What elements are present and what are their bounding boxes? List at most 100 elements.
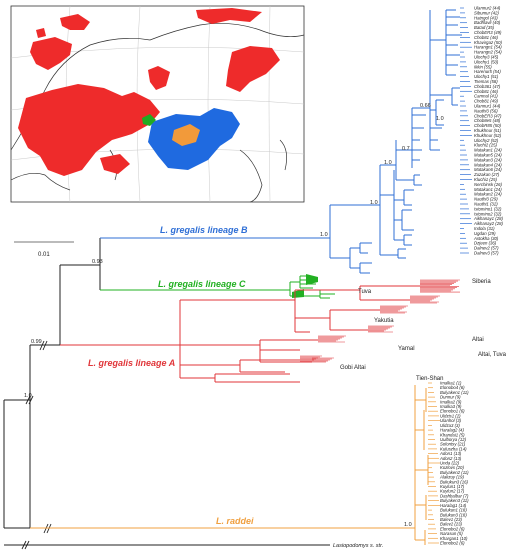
support-b-066: 0.66: [420, 103, 431, 109]
tip-label: Matakan3 (24): [474, 157, 502, 162]
lineage-a-label: L. gregalis lineage A: [88, 358, 175, 368]
raddei-label: L. raddei: [216, 516, 254, 526]
tip-label: Ulanhol (3): [440, 418, 462, 423]
outgroup-label: Lasiopodomys s. str.: [333, 543, 383, 549]
tip-label: Kuluszha (14): [440, 446, 467, 451]
support-raddei-crown: 1.0: [404, 522, 412, 528]
outgroup-break-marks: [21, 540, 30, 550]
tip-label: Ulochy3 (45): [474, 55, 499, 60]
tip-label: Tsemas (58): [474, 79, 498, 84]
map-coastlines: [10, 23, 305, 203]
tip-label: Uldza3 (3): [440, 423, 460, 428]
tip-label: Istomino2 (32): [474, 211, 502, 216]
tip-label: Haralag1 (14): [440, 503, 467, 508]
tip-label: ChobER3 (49): [474, 30, 502, 35]
tip-label: Elonobo4 (6): [440, 385, 465, 390]
tip-label: Ulochy1 (50): [474, 59, 499, 64]
tip-label: Matakan6 (24): [474, 167, 502, 172]
lineage-c-tip-cluster: [292, 274, 318, 298]
tip-label: Khandai1 (5): [440, 432, 465, 437]
raddei-tip-lines: [428, 382, 440, 544]
tip-label: Khukhnur (52): [474, 133, 502, 138]
raddei-branches: [30, 385, 429, 545]
tip-label: Istomino1 (32): [474, 206, 502, 211]
lineage-b-label: L. gregalis lineage B: [160, 225, 248, 235]
tip-label: Solontsy (21): [440, 442, 466, 447]
tip-label: Balev1 (23): [440, 517, 463, 522]
region-label-siberia: Siberia: [472, 279, 491, 285]
tip-label: Harangn2 (54): [474, 50, 502, 55]
tip-label: Matakan5 (24): [474, 153, 502, 158]
tip-label: Camnal (41): [474, 94, 498, 99]
tip-label: Elonobo1 (6): [440, 409, 465, 414]
tip-label: Astokha (30): [473, 236, 499, 241]
map-red-ranges: [18, 8, 280, 176]
tip-label: Unda (22): [440, 461, 460, 466]
support-b-upper: 1.0: [384, 160, 392, 166]
tip-label: Alakzuy (19): [439, 475, 464, 480]
tip-label: Dunnur (9): [440, 395, 461, 400]
tip-label: Dalnev3 (57): [474, 251, 499, 256]
tip-label: Badhlavli (40): [474, 20, 501, 25]
map-green-range: [142, 114, 156, 126]
tip-label: Nauthi3 (56): [474, 108, 498, 113]
tip-label: Batad (35): [474, 25, 495, 30]
lineage-b-branches: [100, 9, 462, 274]
tip-label: Khargan1 (10): [440, 536, 468, 541]
tip-label: Imalka2 (9): [440, 399, 462, 404]
support-gregalis: 0.99: [31, 339, 42, 345]
region-label-tien-shan: Tien-Shan: [416, 376, 443, 382]
tip-label: Elonobo2 (6): [440, 541, 465, 546]
tip-label: Bulyaken1 (11): [440, 390, 469, 395]
tip-label: Uulborya (12): [440, 437, 467, 442]
lineage-c-label: L. gregalis lineage C: [158, 279, 246, 289]
tip-label: Matakan1 (24): [474, 148, 502, 153]
tip-label: Bukukun3 (16): [440, 479, 469, 484]
lineage-b-tip-lines: [460, 7, 472, 254]
tip-label: Harenur5 (54): [474, 69, 501, 74]
tip-label: Imalka1 (1): [440, 381, 462, 386]
tip-label: Ulochy2 (52): [474, 138, 499, 143]
tip-label: Bulyaken3 (11): [440, 498, 469, 503]
tip-label: Chob81 (46): [474, 35, 498, 40]
tip-label: Dalnev2 (57): [474, 246, 499, 251]
tip-label: Ulannur1 (44): [474, 104, 501, 109]
tip-label: Chob81 (49): [474, 99, 498, 104]
support-b-plus-c: 0.93: [92, 259, 103, 265]
region-label-yakutia: Yakutia: [374, 318, 394, 324]
support-b-top: 1.0: [436, 116, 444, 122]
raddei-tip-labels: Imalka1 (1)Elonobo4 (6)Bulyaken1 (11)Dun…: [439, 381, 469, 546]
tip-label: Matakan4 (24): [474, 162, 502, 167]
region-label-altai: Altai: [472, 337, 484, 343]
tip-label: Matakan1 (24): [474, 187, 502, 192]
tip-label: Zuzakan (27): [473, 172, 500, 177]
tip-label: Dzjeen (36): [474, 241, 497, 246]
support-b-inner: 1.0: [370, 200, 378, 206]
lineage-b-tip-labels: Ulannur2 (44)Sibumur (42)Hatngol (43)Bad…: [473, 6, 503, 256]
region-label-tuva: Tuva: [358, 289, 372, 295]
scale-bar-label: 0.01: [38, 252, 50, 258]
tip-label: Khukhnur (51): [474, 128, 502, 133]
tip-label: Ulannur2 (44): [474, 6, 501, 11]
tip-label: ChobER3 (47): [474, 113, 502, 118]
tip-label: Aikhanay2 (28): [473, 221, 503, 226]
tip-label: Bulukun3 (18): [440, 512, 467, 517]
lineage-a-branches: [60, 285, 420, 383]
tip-label: Kluchi2 (25): [474, 143, 497, 148]
tip-label: Indola (31): [474, 226, 495, 231]
tip-label: Nerchinsk (26): [474, 182, 503, 187]
tree-backbone: [3, 238, 101, 529]
tip-label: Kluchi1 (25): [474, 177, 497, 182]
tip-label: Khavirgaz (50): [474, 40, 503, 45]
support-root: 1.0: [24, 393, 32, 399]
tip-label: Elonobo2 (6): [440, 526, 465, 531]
tip-label: Uldzis1 (2): [440, 413, 461, 418]
tip-label: Aikhanay1 (28): [473, 216, 503, 221]
tip-label: Nauthi3 (29): [474, 197, 498, 202]
tip-label: Kozlovs (20): [440, 465, 464, 470]
region-label-altai-tuva: Altai, Tuva: [478, 352, 507, 358]
tip-label: Nauthi1 (32): [474, 202, 498, 207]
tip-label: Harangn1 (54): [474, 45, 502, 50]
tip-label: Ulochy1 (51): [474, 74, 499, 79]
